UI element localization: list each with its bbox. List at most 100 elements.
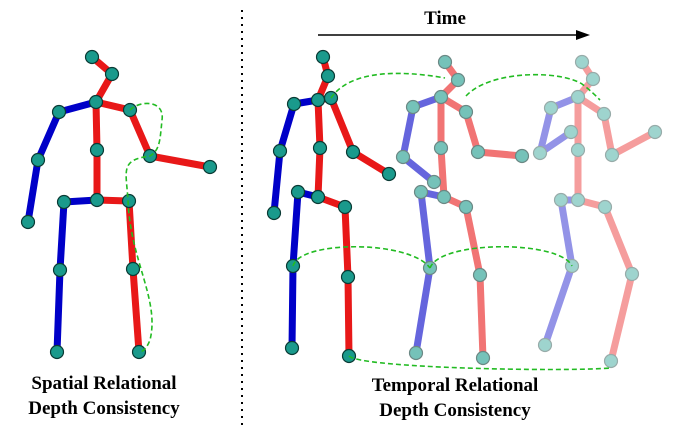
joint-neck: [433, 89, 449, 105]
right-limb-bone: [574, 93, 608, 118]
right-limb-bone: [607, 270, 636, 365]
left-limb-bone: [270, 147, 284, 217]
right-limb-bone: [474, 148, 526, 160]
consistency-link-4: [429, 245, 573, 269]
left-limb-bone: [288, 262, 297, 352]
left-limb-bone: [536, 104, 555, 157]
left-limb-bone: [417, 188, 434, 272]
joint-lelb: [532, 145, 548, 161]
consistency-link-5: [348, 355, 612, 371]
joint-rsho: [458, 104, 474, 120]
joint-pelvis: [89, 192, 105, 208]
joint-rwri: [202, 159, 218, 175]
joint-relb: [470, 144, 486, 160]
joint-lank: [408, 345, 424, 361]
right-limb-bone: [600, 110, 616, 159]
joint-rank: [131, 344, 147, 360]
right-limb-bone: [126, 106, 154, 160]
joint-lelb: [395, 149, 411, 165]
joint-lsho: [405, 99, 421, 115]
temporal-caption-line-2: Depth Consistency: [379, 400, 531, 421]
right-limb-bone: [437, 144, 448, 201]
right-limb-bone: [476, 271, 487, 362]
joint-rhip: [597, 199, 613, 215]
joint-rknee: [340, 269, 356, 285]
joint-lwri: [563, 124, 579, 140]
joint-lknee: [52, 262, 68, 278]
joint-lwri: [20, 214, 36, 230]
joint-lhip: [290, 184, 306, 200]
joint-relb: [345, 144, 361, 160]
joint-lsho: [51, 104, 67, 120]
right-limb-bone: [129, 265, 143, 356]
joint-lsho: [543, 100, 559, 116]
joint-lelb: [30, 152, 46, 168]
left-limb-bone: [289, 188, 302, 270]
spatial-pose: [20, 49, 218, 360]
joint-relb: [604, 147, 620, 163]
time-label: Time: [424, 8, 466, 29]
joint-rhip: [337, 199, 353, 215]
left-limb-bone: [536, 128, 575, 157]
left-limb-bone: [412, 264, 434, 357]
joint-nose: [585, 71, 601, 87]
temporal-pose-3: [532, 54, 663, 369]
right-limb-bone: [314, 144, 324, 201]
left-limb-bone: [56, 198, 68, 274]
joint-rknee: [472, 267, 488, 283]
joint-rank: [475, 350, 491, 366]
joint-spine: [312, 140, 328, 156]
joint-nose: [104, 66, 120, 82]
joint-lank: [284, 340, 300, 356]
joint-lank: [49, 344, 65, 360]
joint-lhip: [413, 184, 429, 200]
dashed-link-layer: [125, 72, 612, 371]
right-limb-bone: [608, 128, 659, 159]
joint-lwri: [426, 174, 442, 190]
right-limb-bone: [344, 273, 353, 360]
consistency-link-2: [465, 73, 601, 101]
joint-lelb: [272, 143, 288, 159]
temporal-pose-1: [266, 49, 397, 364]
joint-head: [574, 54, 590, 70]
right-limb-bone: [578, 58, 597, 83]
right-limb-bone: [462, 203, 484, 279]
joint-rsho: [596, 106, 612, 122]
consistency-link-1: [330, 72, 446, 99]
joint-rknee: [624, 266, 640, 282]
right-limb-bone: [327, 94, 357, 156]
joint-lwri: [266, 205, 282, 221]
joint-spine: [570, 142, 586, 158]
right-limb-bone: [125, 197, 137, 273]
joint-head: [437, 54, 453, 70]
spatial-caption-line-1: Spatial Relational: [31, 373, 177, 394]
left-limb-bone: [53, 266, 64, 356]
joint-lhip: [553, 192, 569, 208]
right-limb-bone: [341, 203, 352, 281]
right-limb-bone: [601, 203, 636, 278]
right-limb-bone: [574, 75, 597, 101]
joint-neck: [88, 94, 104, 110]
spatial-caption-line-2: Depth Consistency: [28, 398, 180, 419]
temporal-caption-line-1: Temporal Relational: [371, 375, 539, 396]
left-limb-bone: [399, 103, 417, 161]
joint-rwri: [647, 124, 663, 140]
joint-neck: [310, 92, 326, 108]
joint-lhip: [56, 194, 72, 210]
joint-head: [84, 49, 100, 65]
skeleton-layer: [20, 49, 663, 369]
left-limb-bone: [547, 93, 582, 112]
joint-rwri: [514, 148, 530, 164]
joint-rank: [603, 353, 619, 369]
consistency-link-0: [125, 102, 163, 353]
joint-spine: [89, 142, 105, 158]
joint-pelvis: [310, 189, 326, 205]
right-limb-bone: [92, 98, 101, 154]
right-limb-bone: [574, 196, 609, 211]
joint-pelvis: [570, 192, 586, 208]
joint-nose: [450, 72, 466, 88]
time-arrow: [318, 30, 590, 40]
joint-lsho: [286, 96, 302, 112]
left-limb-bone: [34, 108, 63, 164]
